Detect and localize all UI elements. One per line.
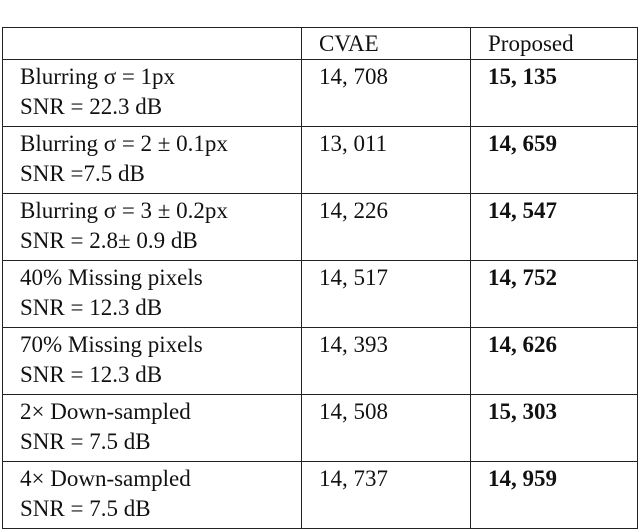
- snr-label: SNR = 12.3 dB: [20, 362, 163, 387]
- snr-label: SNR = 2.8± 0.9 dB: [20, 228, 198, 253]
- table-row: 4× Down-sampled SNR = 7.5 dB 14, 737 14,…: [2, 461, 638, 529]
- condition-cell: Blurring σ = 2 ± 0.1px SNR =7.5 dB: [2, 126, 302, 194]
- cvae-value: 14, 508: [301, 394, 471, 462]
- condition-label: 4× Down-sampled: [20, 466, 191, 491]
- condition-cell: 4× Down-sampled SNR = 7.5 dB: [2, 461, 302, 529]
- table-row: Blurring σ = 1px SNR = 22.3 dB 14, 708 1…: [2, 59, 638, 127]
- condition-label: 40% Missing pixels: [20, 265, 203, 290]
- table-row: Blurring σ = 3 ± 0.2px SNR = 2.8± 0.9 dB…: [2, 193, 638, 261]
- condition-label: Blurring σ = 1px: [20, 64, 176, 89]
- condition-cell: Blurring σ = 3 ± 0.2px SNR = 2.8± 0.9 dB: [2, 193, 302, 261]
- cvae-value: 14, 708: [301, 59, 471, 127]
- table-row: Blurring σ = 2 ± 0.1px SNR =7.5 dB 13, 0…: [2, 126, 638, 194]
- proposed-value: 15, 303: [470, 394, 638, 462]
- condition-cell: 2× Down-sampled SNR = 7.5 dB: [2, 394, 302, 462]
- cvae-value: 14, 393: [301, 327, 471, 395]
- table-row: 2× Down-sampled SNR = 7.5 dB 14, 508 15,…: [2, 394, 638, 462]
- proposed-value: 14, 626: [470, 327, 638, 395]
- proposed-value: 14, 659: [470, 126, 638, 194]
- snr-label: SNR =7.5 dB: [20, 161, 145, 186]
- header-proposed: Proposed: [470, 27, 638, 60]
- header-row: CVAE Proposed: [2, 27, 638, 60]
- cvae-value: 14, 226: [301, 193, 471, 261]
- snr-label: SNR = 22.3 dB: [20, 94, 163, 119]
- results-table: CVAE Proposed Blurring σ = 1px SNR = 22.…: [2, 27, 638, 529]
- proposed-value: 14, 547: [470, 193, 638, 261]
- cvae-value: 14, 517: [301, 260, 471, 328]
- snr-label: SNR = 7.5 dB: [20, 496, 151, 521]
- table-row: 40% Missing pixels SNR = 12.3 dB 14, 517…: [2, 260, 638, 328]
- snr-label: SNR = 12.3 dB: [20, 295, 163, 320]
- table-row: 70% Missing pixels SNR = 12.3 dB 14, 393…: [2, 327, 638, 395]
- condition-cell: 40% Missing pixels SNR = 12.3 dB: [2, 260, 302, 328]
- condition-label: Blurring σ = 2 ± 0.1px: [20, 131, 228, 156]
- snr-label: SNR = 7.5 dB: [20, 429, 151, 454]
- proposed-value: 15, 135: [470, 59, 638, 127]
- proposed-value: 14, 752: [470, 260, 638, 328]
- header-cvae: CVAE: [301, 27, 471, 60]
- header-cell-empty: [2, 27, 302, 60]
- condition-cell: Blurring σ = 1px SNR = 22.3 dB: [2, 59, 302, 127]
- condition-label: 70% Missing pixels: [20, 332, 203, 357]
- condition-label: 2× Down-sampled: [20, 399, 191, 424]
- condition-cell: 70% Missing pixels SNR = 12.3 dB: [2, 327, 302, 395]
- cvae-value: 14, 737: [301, 461, 471, 529]
- condition-label: Blurring σ = 3 ± 0.2px: [20, 198, 228, 223]
- cvae-value: 13, 011: [301, 126, 471, 194]
- proposed-value: 14, 959: [470, 461, 638, 529]
